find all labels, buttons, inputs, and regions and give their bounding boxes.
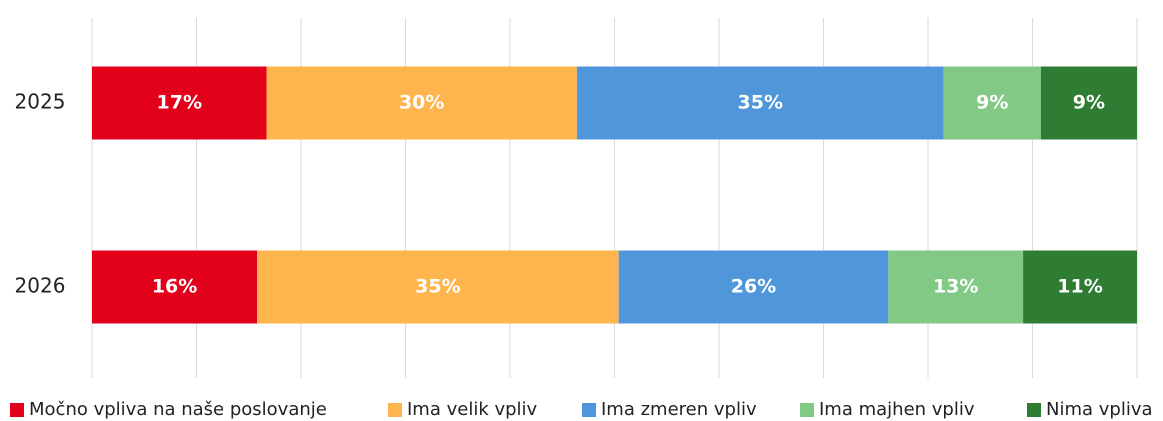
legend-label: Močno vpliva na naše poslovanje <box>29 399 327 420</box>
legend-swatch <box>388 403 402 417</box>
data-label: 9% <box>976 92 1008 114</box>
bar-segment <box>943 66 1041 140</box>
bar-segment <box>618 250 889 324</box>
data-label: 26% <box>731 276 776 298</box>
legend-swatch <box>582 403 596 417</box>
legend-label: Ima zmeren vpliv <box>601 399 757 420</box>
data-label: 35% <box>738 92 783 114</box>
bar-segment <box>92 250 258 324</box>
bar-segment <box>257 250 619 324</box>
bar-segment <box>576 66 944 140</box>
legend-label: Nima vpliva <box>1046 399 1153 420</box>
data-label: 35% <box>415 276 460 298</box>
bar-segment <box>1040 66 1137 140</box>
category-label: 2026 <box>15 274 66 298</box>
data-label: 11% <box>1057 276 1102 298</box>
bar-segment <box>1023 250 1137 324</box>
legend-label: Ima velik vpliv <box>407 399 538 420</box>
legend-swatch <box>1027 403 1041 417</box>
bar-segment <box>266 66 577 140</box>
data-label: 13% <box>933 276 978 298</box>
bar-segment <box>888 250 1024 324</box>
data-label: 17% <box>157 92 202 114</box>
data-label: 16% <box>152 276 197 298</box>
data-label: 9% <box>1073 92 1105 114</box>
bar-segment <box>92 66 267 140</box>
legend-label: Ima majhen vpliv <box>819 399 975 420</box>
data-label: 30% <box>399 92 444 114</box>
legend-swatch <box>10 403 24 417</box>
category-label: 2025 <box>15 90 66 114</box>
legend-swatch <box>800 403 814 417</box>
